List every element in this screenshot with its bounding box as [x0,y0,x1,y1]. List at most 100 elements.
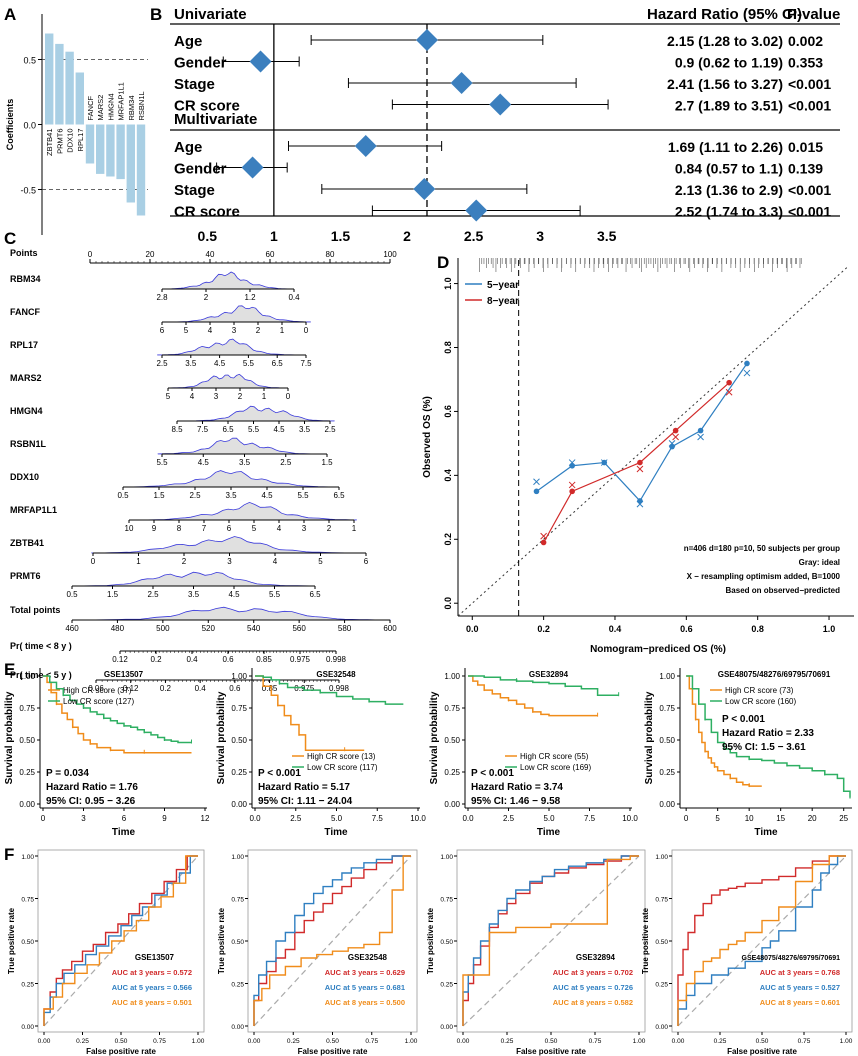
hr-diamond [489,93,512,116]
nomogram-row-label: FANCF [10,307,40,317]
y-tick-label: 0.00 [440,1024,453,1031]
y-tick-label: 0.50 [19,736,35,745]
tick-label: 5.5 [297,491,309,500]
roc-title: GSE13507 [135,953,175,962]
density-fill [91,536,352,553]
y-tick-label: 0.25 [19,768,35,777]
bar-label: DDX10 [66,129,75,153]
chance-line [253,855,412,1027]
density-fill [142,502,357,520]
tick-label: 0.85 [256,655,272,664]
tick-label: 0.2 [150,655,162,664]
x-tick-label: 6 [122,814,127,823]
y-axis-title: Observed OS (%) [422,396,433,478]
tick-label: 0 [286,392,291,401]
tick-label: 10 [125,524,134,533]
y-tick-label: 0.50 [659,736,675,745]
bar-label: MRFAP1L1 [117,82,126,120]
bar-rbm34 [126,124,135,203]
corrected-point [743,369,751,377]
roc-curve-blue [677,855,846,1026]
tick-label: 0 [91,557,96,566]
survival-title: GSE32548 [316,670,356,679]
auc-label: AUC at 3 years = 0.572 [112,968,192,977]
tick-label: 5.5 [156,458,168,467]
hr-text: 2.52 (1.74 to 3.3) [675,204,783,220]
corrected-point [697,433,704,441]
tick-label: 520 [202,624,216,633]
nomogram-row-label: ZBTB41 [10,538,44,548]
km-curve-orange [255,675,365,751]
x-tick-label: 1.00 [192,1038,205,1045]
km-curve-orange [43,675,192,754]
tick-label: 2 [327,524,332,533]
hr-text: 2.13 (1.36 to 2.9) [675,182,783,198]
corrected-point [540,532,547,540]
km-curve-green [468,675,619,696]
nomogram-row-label: DDX10 [10,472,39,482]
density-fill [78,572,309,586]
x-tick-label: 0.50 [545,1038,558,1045]
tick-label: 0.85 [262,684,278,693]
x-tick-label: 1 [270,228,278,244]
hr-header: Hazard Ratio (95% CI) [647,6,802,23]
corrected-point [725,388,733,396]
x-axis-title: False positive rate [727,1047,797,1056]
x-tick-label: 3.5 [597,228,617,244]
auc-label: AUC at 3 years = 0.629 [325,968,405,977]
tick-label: 2 [204,293,209,302]
tick-label: 8 [177,524,182,533]
y-tick-label: 0.75 [659,704,675,713]
calibration-line-0 [536,363,748,502]
y-tick-label: 0.25 [231,768,247,777]
calibration-note: Gray: ideal [799,558,840,567]
x-tick-label: 9 [162,814,167,823]
tick-label: 6.5 [309,590,321,599]
x-axis-title: Time [537,827,561,838]
nomogram-row-label: Pr( time < 5 y ) [10,670,72,680]
x-tick-label: 5.0 [331,814,343,823]
density-curve [91,536,352,554]
tick-label: 6 [160,326,165,335]
density-curve [157,338,295,356]
tick-label: 4 [208,326,213,335]
y-tick-label: 1.00 [659,672,675,681]
x-tick-label: 0.75 [798,1038,811,1045]
tick-label: 0.6 [222,655,234,664]
auc-label: AUC at 8 years = 0.582 [553,998,633,1007]
tick-label: 1 [262,392,267,401]
nomogram-row-label: MARS2 [10,373,42,383]
stat-text: P < 0.001 [471,768,514,779]
y-tick-label: 0.25 [655,982,668,989]
tick-label: 0 [304,326,309,335]
tick-label: 100 [383,250,397,259]
bar-label: ZBTB41 [45,129,54,157]
row-label: Age [174,33,202,50]
tick-label: 7 [202,524,207,533]
forest-title: Univariate [174,6,247,23]
tick-label: 0.4 [288,293,300,302]
y-tick-label: 0.25 [440,982,453,989]
corrected-point [672,433,679,441]
y-tick-label: 0.25 [231,982,244,989]
x-axis-title: False positive rate [516,1047,586,1056]
row-label: Age [174,139,202,156]
legend-label: Low CR score (160) [725,697,796,706]
x-axis-title: False positive rate [298,1047,368,1056]
x-axis-title: False positive rate [86,1047,156,1056]
x-tick-label: 1.00 [840,1038,853,1045]
hr-diamond [415,29,438,51]
legend-label: Low CR score (169) [520,763,591,772]
tick-label: 500 [156,624,170,633]
tick-label: 1 [280,326,285,335]
bar-prmt6 [55,43,64,125]
hr-text: 1.69 (1.11 to 2.26) [668,139,783,155]
roc-curve-blue [43,855,198,1026]
p-value: 0.139 [788,161,823,177]
tick-label: 0.4 [186,655,198,664]
roc-curve-orange [43,855,198,1026]
calibration-point [637,498,643,504]
nomogram-row-label: RSBN1L [10,439,47,449]
tick-label: 6 [227,524,232,533]
